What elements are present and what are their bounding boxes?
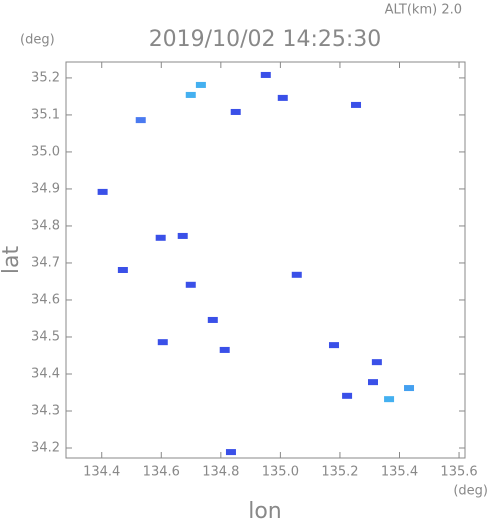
y-tick-label: 34.7 [31,255,60,270]
y-tick-label: 35.1 [31,107,60,122]
altitude-label: ALT(km) 2.0 [385,3,462,18]
y-tick-label: 34.9 [31,181,60,196]
x-tick-label: 135.2 [321,465,358,480]
chart-title: 2019/10/02 14:25:30 [149,27,382,52]
echo [277,94,288,101]
echo [351,101,362,108]
y-tick-label: 35.0 [31,144,60,159]
x-unit: (deg) [453,484,488,499]
echo [97,188,108,195]
echo [291,271,302,278]
y-tick-label: 34.4 [31,366,60,381]
x-tick-label: 134.8 [202,465,239,480]
echo [185,281,196,288]
echo [225,449,236,456]
y-unit: (deg) [20,33,55,48]
y-tick-label: 34.2 [31,441,60,456]
x-tick-label: 135.4 [381,465,418,480]
x-tick-label: 135.0 [262,465,299,480]
y-tick-label: 34.5 [31,329,60,344]
y-axis-label: lat [0,246,24,275]
echo [371,359,382,366]
x-tick-label: 134.4 [83,465,120,480]
echo [155,234,166,241]
echo [195,81,206,88]
echo [384,396,395,403]
x-axis-label: lon [248,499,282,521]
echo [135,117,146,124]
x-tick-label: 135.6 [440,465,477,480]
echo [117,266,128,273]
echo [328,342,339,349]
echo [404,385,415,392]
echo [177,232,188,239]
echo [230,108,241,115]
y-tick-label: 35.2 [31,70,60,85]
echo [207,316,218,323]
x-tick-label: 134.6 [143,465,180,480]
echo [219,346,230,353]
plot-frame [65,61,466,459]
echo [185,91,196,98]
y-tick-label: 34.8 [31,218,60,233]
echo [157,339,168,346]
y-tick-label: 34.3 [31,403,60,418]
y-tick-label: 34.6 [31,292,60,307]
echo [342,392,353,399]
echo [260,71,271,78]
echo [367,379,378,386]
